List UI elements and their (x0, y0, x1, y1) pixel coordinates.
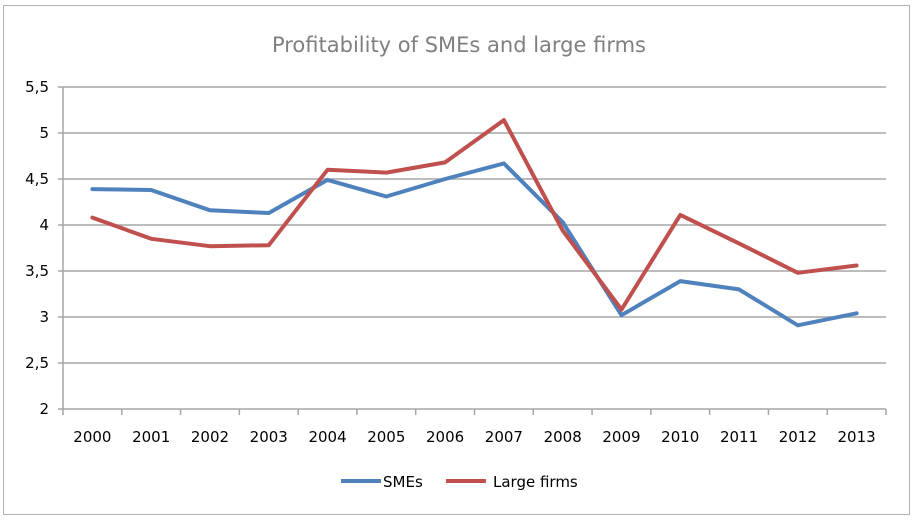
x-tick-label: 2006 (426, 428, 464, 446)
x-tick-label: 2012 (779, 428, 817, 446)
x-tick-label: 2013 (838, 428, 876, 446)
legend-label: Large firms (493, 473, 578, 491)
legend-label: SMEs (383, 473, 423, 491)
x-tick-label: 2001 (132, 428, 170, 446)
y-tick-label: 4,5 (25, 170, 49, 188)
x-tick-label: 2005 (367, 428, 405, 446)
legend-item-smes: SMEs (341, 473, 423, 491)
x-tick-label: 2010 (661, 428, 699, 446)
y-tick-label: 2,5 (25, 354, 49, 372)
series-line-large-firms (90, 118, 859, 312)
chart-frame (3, 5, 910, 515)
y-tick-label: 3 (39, 308, 49, 326)
x-tick-label: 2008 (544, 428, 582, 446)
x-axis: 2000 2001 2002 2003 2004 2005 2006 2007 2008 2009… (62, 87, 887, 446)
gridlines (58, 86, 886, 410)
x-tick-label: 2009 (602, 428, 640, 446)
y-tick-label: 2 (39, 400, 49, 418)
x-tick-label: 2000 (73, 428, 111, 446)
chart-title: Profitability of SMEs and large firms (272, 33, 646, 57)
x-tick-label: 2004 (308, 428, 346, 446)
y-axis-ticks: 2 2,5 3 3,5 4 4,5 5 5,5 (25, 78, 49, 418)
y-tick-label: 4 (39, 216, 49, 234)
x-tick-label: 2011 (720, 428, 758, 446)
legend-item-large-firms: Large firms (446, 473, 578, 491)
y-tick-label: 3,5 (25, 262, 49, 280)
x-tick-label: 2007 (485, 428, 523, 446)
series-line-smes (90, 161, 859, 328)
legend: SMEs Large firms (341, 473, 578, 491)
x-tick-label: 2003 (250, 428, 288, 446)
series-lines (90, 118, 859, 328)
y-tick-label: 5 (39, 124, 49, 142)
x-tick-label: 2002 (191, 428, 229, 446)
y-tick-label: 5,5 (25, 78, 49, 96)
